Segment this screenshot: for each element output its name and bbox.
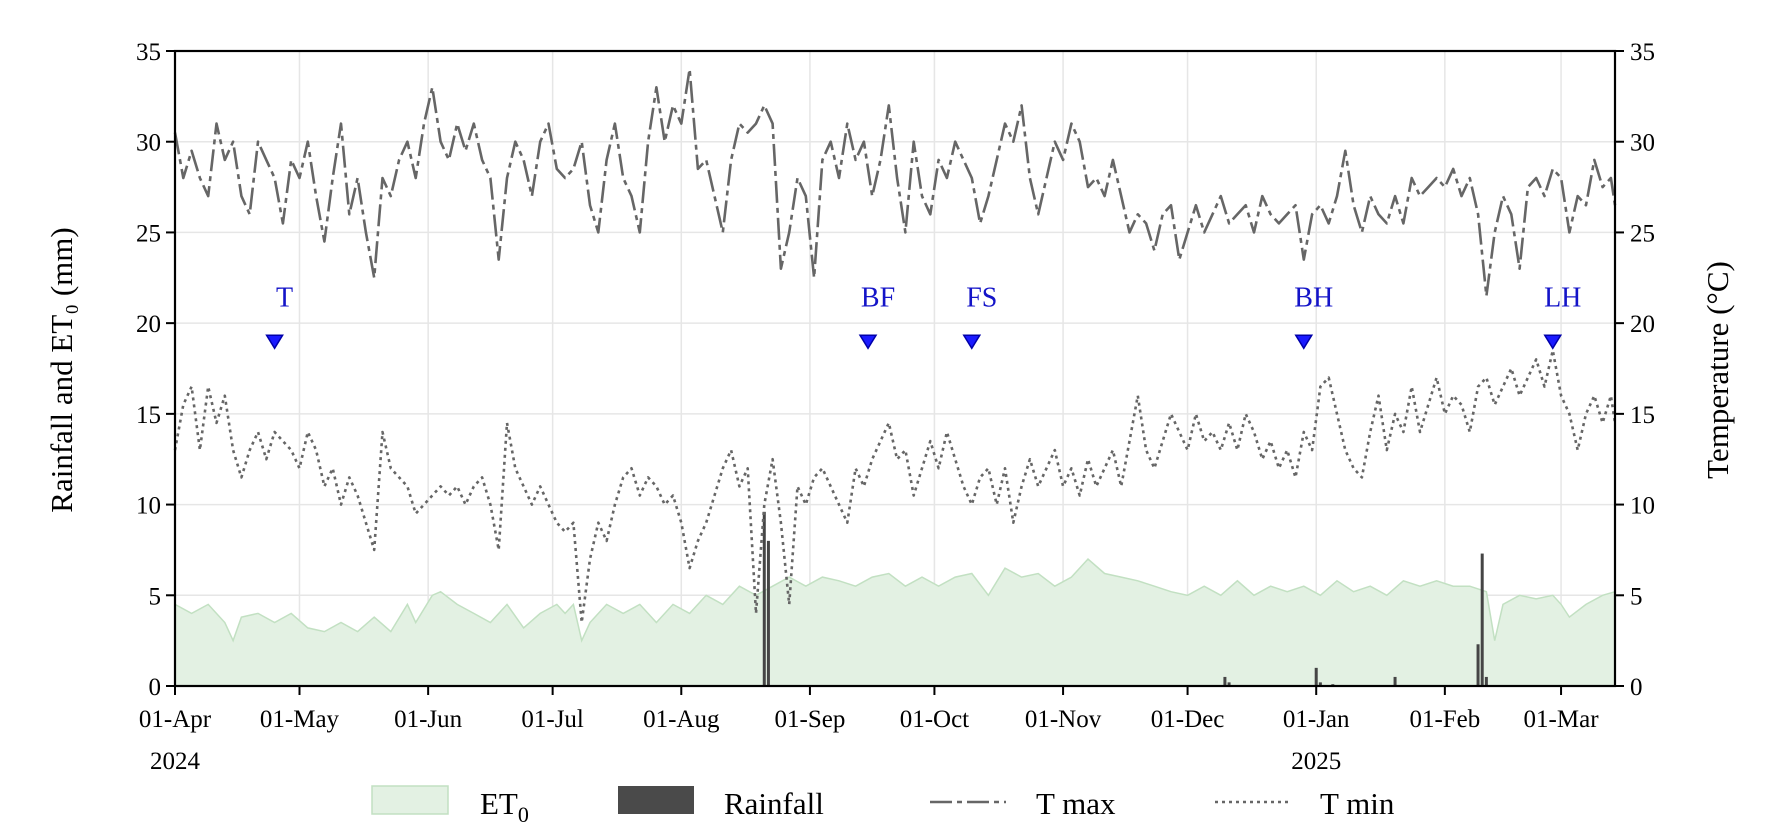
y-left-tick-label: 25 <box>136 220 161 247</box>
y-left-tick-label: 0 <box>149 674 162 701</box>
stage-label: BF <box>861 282 895 313</box>
x-tick-label: 01-Sep <box>775 706 846 733</box>
y-right-tick-label: 35 <box>1630 39 1655 66</box>
rainfall-bar <box>1227 682 1231 686</box>
rainfall-bar <box>766 540 770 686</box>
rainfall-bar <box>1476 644 1480 686</box>
rainfall-bar <box>1318 682 1322 686</box>
y-left-tick-label: 35 <box>136 39 161 66</box>
x-tick-year-label: 2024 <box>150 748 201 775</box>
x-tick-label: 01-Jun <box>394 706 463 733</box>
y-right-tick-label: 10 <box>1630 493 1655 520</box>
x-tick-label: 01-Mar <box>1524 706 1600 733</box>
legend-rainfall-swatch <box>618 786 694 814</box>
legend-item: T max <box>930 786 1116 821</box>
legend-item: Rainfall <box>618 786 824 821</box>
x-tick-label: 01-Feb <box>1409 706 1480 733</box>
stage-label: LH <box>1544 282 1581 313</box>
y-left-tick-label: 5 <box>149 583 162 610</box>
stage-label: FS <box>966 282 997 313</box>
stage-label: BH <box>1294 282 1333 313</box>
y-right-tick-label: 20 <box>1630 311 1655 338</box>
legend-item: T min <box>1215 786 1395 821</box>
y-right-tick-label: 15 <box>1630 402 1655 429</box>
plot-frame <box>173 49 1617 688</box>
stage-marker <box>1543 334 1563 350</box>
stage-marker <box>858 334 878 350</box>
tmax-series <box>173 67 1617 298</box>
legend-label: ET0 <box>480 786 529 826</box>
tmin-series <box>173 349 1617 624</box>
tmin-line <box>173 349 1617 624</box>
rainfall-bar <box>1223 676 1227 686</box>
legend-label: T min <box>1320 786 1395 821</box>
x-tick-label: 01-Jul <box>521 706 584 733</box>
legend-label: Rainfall <box>724 786 824 821</box>
rainfall-bar <box>762 511 766 686</box>
x-tick-label: 01-Aug <box>643 706 720 733</box>
rainfall-bar <box>1314 667 1318 686</box>
rainfall-bar <box>1393 676 1397 686</box>
legend-et0-swatch <box>371 785 449 815</box>
et0-area <box>174 557 1616 687</box>
stage-marker <box>1294 334 1314 350</box>
tmax-line <box>173 67 1617 298</box>
axis-labels: Rainfall and ET₀ (mm) Temperature (°C) <box>44 227 1735 512</box>
y-right-tick-label: 5 <box>1630 583 1643 610</box>
stage-marker <box>962 334 982 350</box>
y-left-tick-label: 15 <box>136 402 161 429</box>
stage-label: T <box>276 282 293 313</box>
x-tick-label: 01-Nov <box>1025 706 1102 733</box>
x-tick-year-label: 2025 <box>1291 748 1341 775</box>
rainfall-bar <box>1480 553 1484 686</box>
y-axis-right-label: Temperature (°C) <box>1700 261 1735 479</box>
y-right-tick-label: 25 <box>1630 220 1655 247</box>
x-tick-label: 01-Oct <box>900 706 969 733</box>
legend-item: ET0 <box>371 785 529 826</box>
legend: ET0 Rainfall T max T min <box>371 785 1395 826</box>
y-axis-left-label: Rainfall and ET₀ (mm) <box>44 227 79 512</box>
y-right-tick-label: 0 <box>1630 674 1643 701</box>
y-left-tick-label: 20 <box>136 311 161 338</box>
x-tick-label: 01-May <box>260 706 340 733</box>
y-left-tick-label: 30 <box>136 130 161 157</box>
y-right-tick-label: 30 <box>1630 130 1655 157</box>
rainfall-bar <box>1484 676 1488 686</box>
stage-marker <box>265 334 284 350</box>
y-left-tick-label: 10 <box>136 493 161 520</box>
x-tick-label: 01-Apr <box>139 706 212 733</box>
x-tick-label: 01-Dec <box>1151 706 1225 733</box>
rainfall-series <box>762 511 1488 686</box>
legend-label: T max <box>1036 786 1116 821</box>
x-tick-label: 01-Jan <box>1283 706 1350 733</box>
et0-series <box>174 557 1616 687</box>
stage-markers: T BF FS BH LH <box>265 282 1581 350</box>
